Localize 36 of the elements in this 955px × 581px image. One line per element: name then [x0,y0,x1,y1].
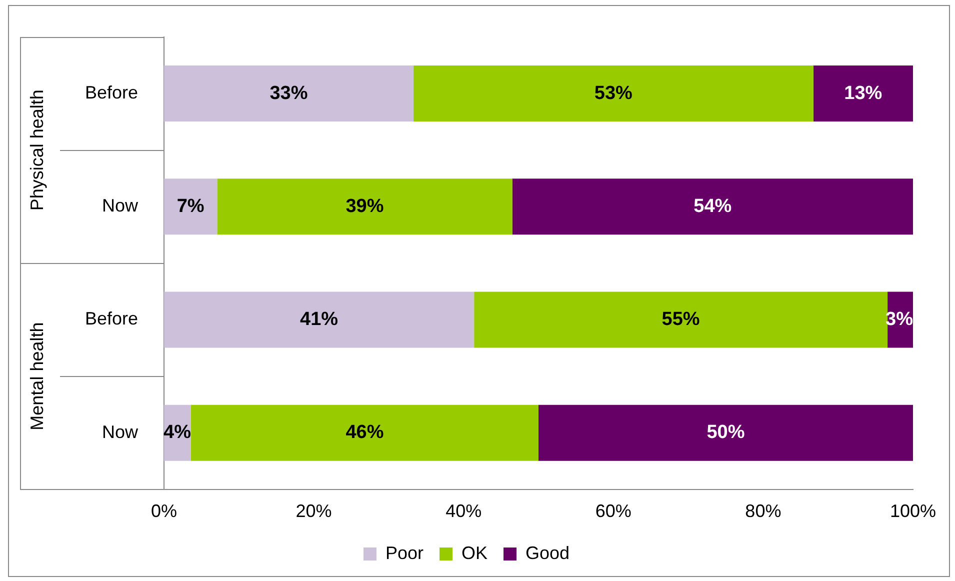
text: Physical health [26,90,47,211]
data-label: 13% [844,82,882,104]
y-tick-label: Now [102,422,139,442]
x-tick-label: 20% [296,501,332,522]
bar [217,178,512,235]
x-tick-label: 40% [446,501,482,522]
data-label: 4% [164,422,192,444]
data-label: 7% [176,196,204,217]
data-label: 39% [346,196,384,217]
bar [413,66,814,122]
bar [164,292,474,348]
data-label: 41% [300,308,338,330]
data-label: 53% [594,82,633,104]
y-tick-label: Before [84,82,138,103]
data-label: 33% [270,82,308,104]
legend-label: OK [461,542,488,563]
data-label: 55% [662,308,700,330]
bar [190,404,538,461]
legend-label: Good [526,542,570,563]
y-tick-label: Before [84,308,138,329]
x-tick-label: 0% [150,501,178,522]
bar [474,292,888,348]
data-label: 50% [706,422,745,444]
bar [164,66,414,122]
y-tick-label: Now [102,196,139,216]
legend-label: Poor [385,542,424,563]
data-label: 46% [346,422,384,444]
text: Mental health [26,322,47,430]
x-tick-label: 100% [890,501,936,522]
bar [538,404,913,461]
data-label: 54% [694,196,732,217]
x-tick-label: 60% [595,501,632,522]
x-tick-label: 80% [745,501,782,522]
bar [164,178,218,235]
bar [512,178,913,235]
bar [813,66,913,122]
